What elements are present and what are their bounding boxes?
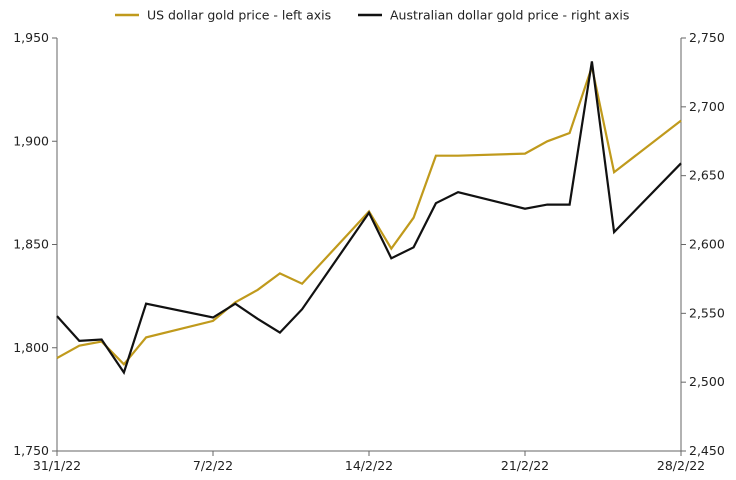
- left-axis-tick-label: 1,900: [13, 133, 49, 148]
- left-axis-tick-label: 1,950: [13, 30, 49, 45]
- chart-series: [56, 61, 682, 375]
- x-axis-tick-label: 14/2/22: [345, 458, 393, 473]
- series-line-usd: [56, 62, 682, 366]
- left-axis-tick-label: 1,800: [13, 340, 49, 355]
- x-axis-tick-label: 28/2/22: [657, 458, 705, 473]
- chart-legend: US dollar gold price - left axis Australi…: [115, 8, 629, 23]
- chart-axes: 1,750 1,800 1,850 1,900 1,950 2,450 2,500 2,550…: [13, 30, 725, 473]
- right-axis-tick-label: 2,550: [689, 305, 725, 320]
- legend-label: US dollar gold price - left axis: [147, 8, 331, 23]
- legend-label: Australian dollar gold price - right axi…: [390, 8, 629, 23]
- x-axis-tick-label: 7/2/22: [193, 458, 233, 473]
- right-axis-tick-label: 2,750: [689, 30, 725, 45]
- right-axis-tick-label: 2,500: [689, 374, 725, 389]
- right-axis-tick-label: 2,450: [689, 443, 725, 458]
- x-axis-tick-label: 21/2/22: [501, 458, 549, 473]
- left-axis-tick-label: 1,750: [13, 443, 49, 458]
- right-axis-tick-label: 2,600: [689, 237, 725, 252]
- series-line-aud: [56, 61, 682, 375]
- left-axis-tick-label: 1,850: [13, 237, 49, 252]
- x-axis-tick-label: 31/1/22: [33, 458, 81, 473]
- right-axis-tick-label: 2,650: [689, 168, 725, 183]
- right-axis-tick-label: 2,700: [689, 99, 725, 114]
